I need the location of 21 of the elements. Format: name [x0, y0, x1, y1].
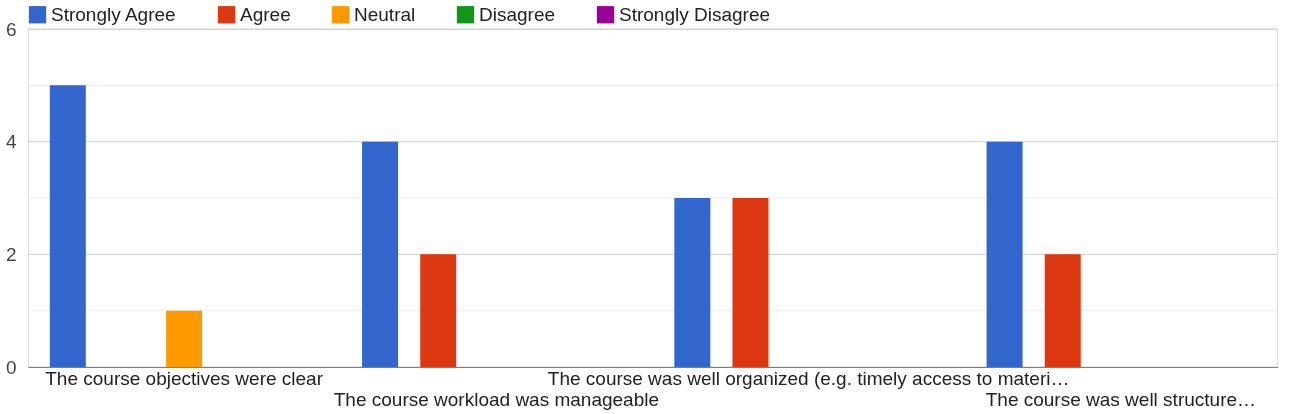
- y-tick-label: 0: [5, 356, 17, 378]
- x-tick-label: The course objectives were clear: [45, 367, 324, 389]
- y-tick-label: 6: [5, 18, 17, 40]
- x-tick-label: The course was well structure…: [985, 388, 1257, 410]
- bar: [674, 198, 711, 367]
- bar: [166, 310, 203, 367]
- legend-label: Agree: [240, 3, 291, 25]
- bar: [986, 141, 1023, 367]
- bar: [49, 85, 86, 367]
- legend-label: Disagree: [479, 3, 556, 25]
- legend-label: Neutral: [354, 3, 416, 25]
- y-tick-label: 4: [5, 131, 17, 153]
- bar: [362, 141, 399, 367]
- bar: [732, 198, 769, 367]
- bar: [420, 254, 457, 367]
- x-tick-label: The course workload was manageable: [333, 388, 660, 410]
- bar: [1044, 254, 1081, 367]
- x-tick-label: The course was well organized (e.g. timely access to materi…: [547, 367, 1070, 389]
- legend-label: Strongly Agree: [51, 3, 176, 25]
- y-tick-label: 2: [5, 243, 17, 265]
- legend-label: Strongly Disagree: [619, 3, 771, 25]
